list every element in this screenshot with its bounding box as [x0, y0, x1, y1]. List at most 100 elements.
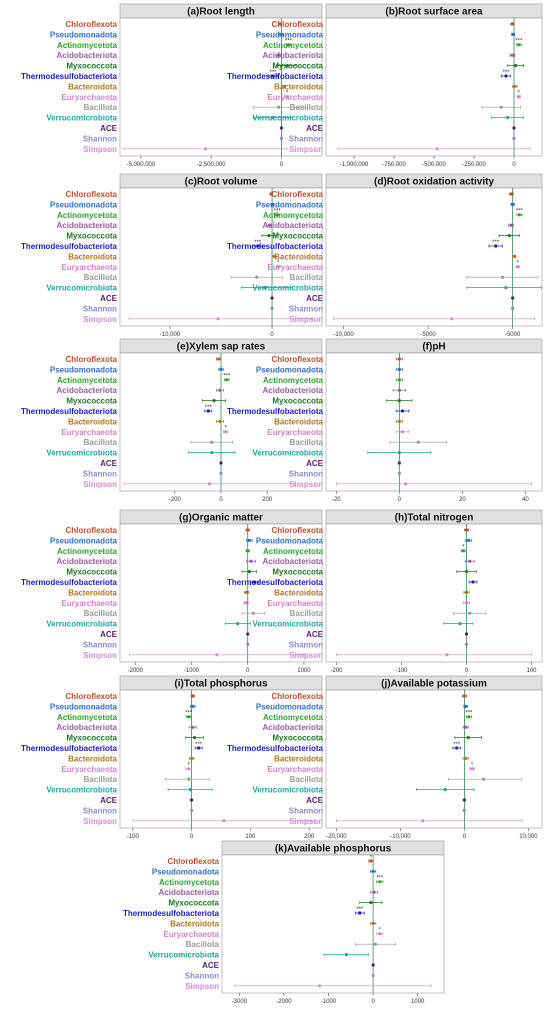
panel-10: (j)Available potassium ChloroflexotaPseud…: [227, 675, 543, 840]
significance-label: *: [517, 261, 520, 267]
significance-label: ***: [376, 876, 384, 882]
panel-title: (c)Root volume: [185, 177, 258, 188]
row-label: Pseudomonadota: [50, 702, 118, 711]
row-label: Thermodesulfobacteriota: [123, 909, 220, 918]
row-label: Actinomycetota: [263, 547, 324, 556]
row-label: Shannon: [83, 469, 117, 478]
x-tick-label: -750,000: [382, 162, 406, 168]
panel-2: (b)Root surface area ChloroflexotaPseudom…: [227, 3, 543, 168]
row-label: Shannon: [289, 134, 323, 143]
significance-label: ***: [223, 374, 231, 380]
significance-label: ***: [285, 39, 293, 45]
panel-3: (c)Root volumeChloroflexotaPseudomonadot…: [21, 173, 323, 338]
row-label: Verrucomicrobiota: [252, 620, 323, 629]
row-label: Myxococcota: [272, 62, 323, 71]
x-tick-label: 0: [371, 999, 375, 1005]
row-label: Euryarchaeota: [61, 428, 117, 437]
x-tick-label: 10,000: [519, 834, 538, 840]
significance-label: *: [187, 763, 190, 769]
row-label: Thermodesulfobacteriota: [21, 72, 118, 81]
row-label: Actinomycetota: [263, 211, 324, 220]
row-label: Verrucomicrobiota: [252, 284, 323, 293]
row-label: Myxococcota: [66, 734, 117, 743]
row-label: ACE: [100, 294, 118, 303]
x-tick-label: -100: [127, 834, 140, 840]
row-label: Bacillota: [186, 940, 220, 949]
row-label: Thermodesulfobacteriota: [227, 72, 324, 81]
row-label: Actinomycetota: [263, 713, 324, 722]
row-label: Pseudomonadota: [50, 200, 118, 209]
row-label: Euryarchaeota: [61, 263, 117, 272]
row-label: Euryarchaeota: [61, 765, 117, 774]
row-label: Bacillota: [84, 609, 118, 618]
row-label: Pseudomonadota: [256, 702, 324, 711]
row-label: Shannon: [289, 469, 323, 478]
row-label: Chloroflexota: [65, 20, 117, 29]
row-label: Simpson: [289, 315, 323, 324]
row-label: ACE: [306, 124, 324, 133]
panel-title: (i)Total phosphorus: [174, 679, 268, 690]
panel-5: (e)Xylem sap ratesChloroflexotaPseudomon…: [21, 338, 323, 503]
row-label: Myxococcota: [168, 899, 219, 908]
panel-1: (a)Root length ChloroflexotaPseudomonadot…: [21, 3, 323, 168]
significance-label: ***: [185, 711, 193, 717]
row-label: Myxococcota: [66, 232, 117, 241]
significance-label: ***: [516, 209, 524, 215]
row-label: Actinomycetota: [263, 376, 324, 385]
row-label: Verrucomicrobiota: [148, 951, 219, 960]
panel-title: (k)Available phosphorus: [275, 844, 392, 855]
x-tick-label: -5000: [420, 332, 436, 338]
row-label: Acidobacteriota: [263, 51, 324, 60]
row-label: Simpson: [83, 817, 117, 826]
row-label: Pseudomonadota: [256, 536, 324, 545]
row-label: ACE: [306, 796, 324, 805]
row-label: Euryarchaeota: [267, 428, 323, 437]
x-tick-label: 200: [262, 497, 273, 503]
row-label: Bacillota: [84, 438, 118, 447]
row-label: Bacteroidota: [274, 754, 323, 763]
panel-title: (f)pH: [422, 342, 445, 353]
x-tick-label: -200: [330, 668, 343, 674]
row-label: Pseudomonadota: [256, 200, 324, 209]
panel-8: (h)Total nitrogen ChloroflexotaPseudomona…: [227, 509, 543, 674]
significance-label: ***: [254, 240, 262, 246]
row-label: Pseudomonadota: [152, 867, 220, 876]
row-label: Shannon: [83, 806, 117, 815]
row-label: ACE: [100, 630, 118, 639]
row-label: ACE: [100, 459, 118, 468]
row-label: Acidobacteriota: [57, 221, 118, 230]
row-label: Verrucomicrobiota: [46, 284, 117, 293]
row-label: Euryarchaeota: [267, 599, 323, 608]
row-label: Verrucomicrobiota: [252, 786, 323, 795]
row-label: Bacillota: [290, 103, 324, 112]
x-tick-label: 0: [512, 162, 516, 168]
x-tick-label: -250,000: [462, 162, 486, 168]
x-tick-label: 20: [459, 497, 466, 503]
row-label: Pseudomonadota: [50, 30, 118, 39]
row-label: Pseudomonadota: [50, 365, 118, 374]
panel-title: (g)Organic matter: [179, 513, 263, 524]
significance-label: ***: [453, 742, 461, 748]
significance-label: *: [518, 91, 521, 97]
row-label: Chloroflexota: [271, 692, 323, 701]
row-label: Verrucomicrobiota: [252, 114, 323, 123]
row-label: Chloroflexota: [167, 857, 219, 866]
significance-label: ***: [356, 907, 364, 913]
row-label: Actinomycetota: [57, 41, 118, 50]
row-label: Simpson: [289, 817, 323, 826]
row-label: Bacteroidota: [68, 252, 117, 261]
row-label: Acidobacteriota: [263, 557, 324, 566]
panel-title: (e)Xylem sap rates: [177, 342, 266, 353]
x-tick-label: 0: [270, 332, 274, 338]
panel-title: (a)Root length: [187, 7, 255, 18]
x-tick-label: -100: [395, 668, 408, 674]
row-label: Shannon: [185, 971, 219, 980]
panel-7: (g)Organic matterChloroflexotaPseudomona…: [21, 509, 323, 674]
row-label: Myxococcota: [66, 568, 117, 577]
significance-label: ***: [465, 711, 473, 717]
row-label: ACE: [306, 630, 324, 639]
row-label: Simpson: [83, 315, 117, 324]
row-label: Simpson: [289, 651, 323, 660]
